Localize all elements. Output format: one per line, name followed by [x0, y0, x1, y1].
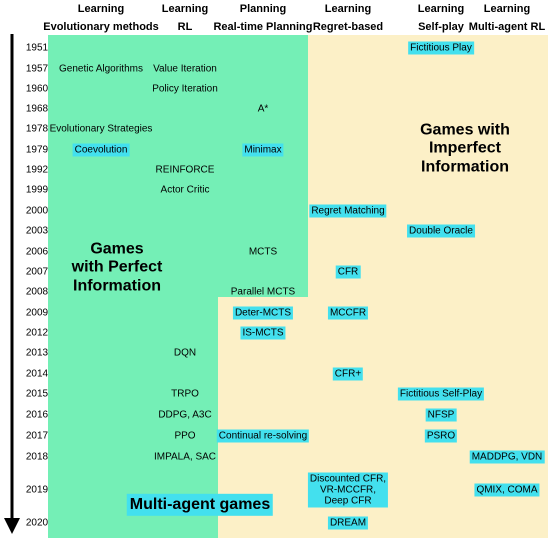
column-header-bottom: Real-time Planning — [213, 21, 313, 33]
method-label: Value Iteration — [153, 63, 217, 75]
year-label: 1960 — [25, 83, 49, 95]
column-header-bottom: Evolutionary methods — [43, 21, 159, 33]
year-label: 2017 — [25, 430, 49, 442]
column-header-top: Learning — [161, 3, 209, 15]
method-label: DDPG, A3C — [158, 409, 212, 421]
year-label: 1979 — [25, 144, 49, 156]
method-label: NFSP — [425, 408, 457, 422]
year-label: 1992 — [25, 164, 49, 176]
year-label: 2015 — [25, 388, 49, 400]
method-label: Fictitious Self-Play — [397, 387, 485, 401]
column-header-top: Learning — [417, 3, 465, 15]
method-label: MADDPG, VDN — [469, 450, 545, 464]
column-header-top: Learning — [324, 3, 372, 15]
region-label-imperfect: Games with Imperfect Information — [420, 121, 510, 176]
year-label: 2000 — [25, 205, 49, 217]
method-label: Policy Iteration — [152, 83, 218, 95]
year-label: 2019 — [25, 484, 49, 496]
method-label: Coevolution — [72, 143, 130, 157]
year-label: 2006 — [25, 246, 49, 258]
year-label: 1978 — [25, 123, 49, 135]
method-label: Minimax — [242, 143, 284, 157]
method-label: MCTS — [248, 246, 278, 258]
timeline-arrow-head — [4, 518, 20, 534]
method-label: Double Oracle — [407, 224, 475, 238]
method-label: MCCFR — [327, 306, 369, 320]
method-label: CFR — [335, 265, 361, 279]
year-label: 1999 — [25, 184, 49, 196]
method-label: Genetic Algorithms — [59, 63, 143, 75]
year-label: 2020 — [25, 517, 49, 529]
region-label-perfect: Games with Perfect Information — [71, 240, 163, 295]
year-label: 2013 — [25, 347, 49, 359]
perfect-info-region-bg — [48, 35, 308, 297]
method-label: DQN — [173, 347, 197, 359]
year-label: 2018 — [25, 451, 49, 463]
method-label: QMIX, COMA — [474, 483, 540, 497]
method-label: Regret Matching — [309, 204, 387, 218]
year-label: 2012 — [25, 327, 49, 339]
method-label: Fictitious Play — [408, 41, 474, 55]
year-label: 2007 — [25, 266, 49, 278]
method-label: Evolutionary Strategies — [49, 123, 153, 135]
method-label: DREAM — [327, 516, 369, 530]
year-label: 1968 — [25, 103, 49, 115]
method-label: Deter-MCTS — [232, 306, 294, 320]
method-label: CFR+ — [332, 367, 364, 381]
region-label-multiagent: Multi-agent games — [126, 493, 274, 517]
column-header-top: Planning — [239, 3, 287, 15]
column-header-bottom: RL — [177, 21, 193, 33]
method-label: A* — [257, 103, 269, 115]
method-label: PPO — [174, 430, 196, 442]
timeline-arrow — [4, 34, 20, 534]
method-label: IS-MCTS — [240, 326, 286, 340]
column-header-top: Learning — [483, 3, 531, 15]
method-label: PSRO — [424, 429, 458, 443]
year-label: 2008 — [25, 286, 49, 298]
method-label: REINFORCE — [155, 164, 215, 176]
column-header-bottom: Regret-based — [312, 21, 384, 33]
method-label: TRPO — [171, 388, 199, 400]
year-label: 2003 — [25, 225, 49, 237]
column-header-bottom: Multi-agent RL — [468, 21, 546, 33]
method-label: Parallel MCTS — [230, 286, 296, 298]
method-label: IMPALA, SAC — [153, 451, 217, 463]
year-label: 2014 — [25, 368, 49, 380]
year-label: 1951 — [25, 42, 49, 54]
year-label: 2009 — [25, 307, 49, 319]
column-header-bottom: Self-play — [418, 21, 464, 33]
method-label: Continual re-solving — [216, 429, 310, 443]
year-label: 1957 — [25, 63, 49, 75]
column-header-top: Learning — [77, 3, 125, 15]
imperfect-info-region-bg — [308, 35, 548, 297]
method-label: Actor Critic — [160, 184, 210, 196]
method-label: Discounted CFR, VR-MCCFR, Deep CFR — [307, 472, 389, 508]
year-label: 2016 — [25, 409, 49, 421]
